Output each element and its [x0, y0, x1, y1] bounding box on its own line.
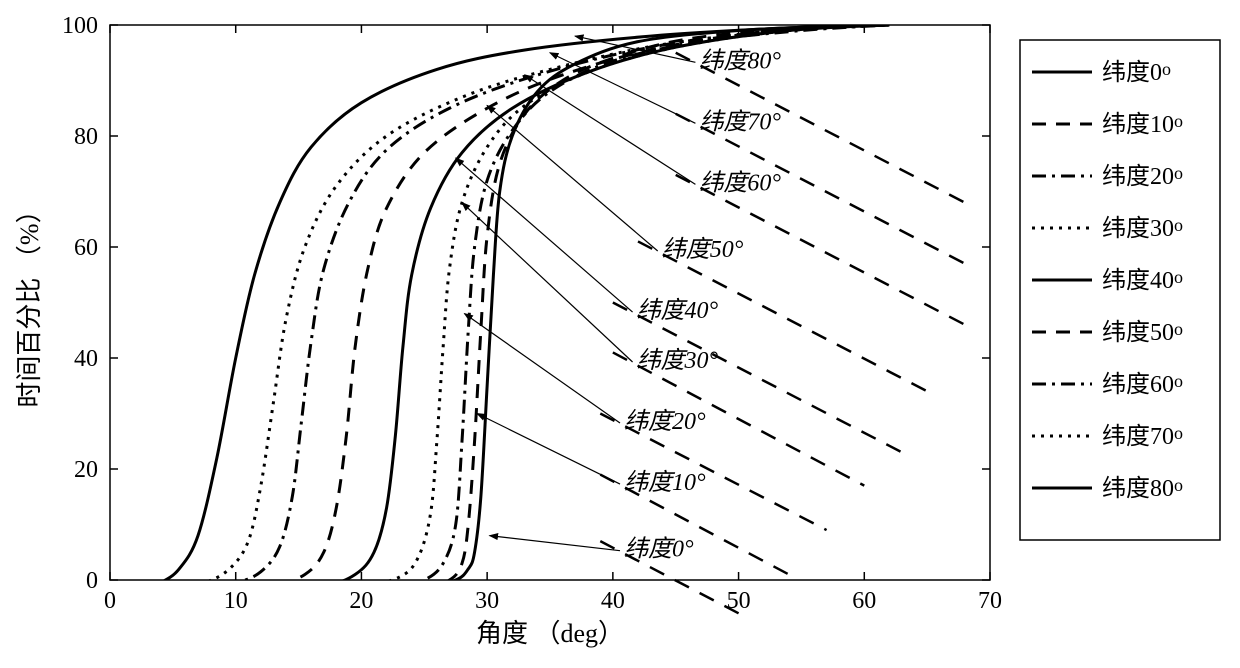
legend-label: 纬度80o — [1102, 475, 1183, 502]
annotation-label: 纬度20° — [624, 408, 706, 435]
annotation-arrow — [550, 53, 695, 124]
legend-label: 纬度10o — [1102, 111, 1183, 138]
annotation-arrow — [490, 536, 620, 551]
x-axis-label: 角度 （deg） — [476, 619, 624, 648]
annotations: 纬度80° 纬度70° 纬度60° 纬度50° 纬度40° 纬度30° 纬度20° 纬度10°… — [456, 36, 965, 613]
annotation-label: 纬度40° — [637, 297, 719, 324]
legend-label: 纬度70o — [1102, 423, 1183, 450]
annotation-label: 纬度50° — [662, 236, 744, 263]
y-tick-label: 40 — [74, 346, 98, 372]
annotation-label: 纬度30° — [637, 347, 719, 374]
x-tick-label: 20 — [349, 588, 373, 614]
legend-label: 纬度50o — [1102, 319, 1183, 346]
x-tick-label: 30 — [475, 588, 499, 614]
y-tick-label: 20 — [74, 457, 98, 483]
legend-label: 纬度30o — [1102, 215, 1183, 242]
legend-label: 纬度20o — [1102, 163, 1183, 190]
annotation-label: 纬度10° — [624, 469, 706, 496]
x-tick-label: 10 — [224, 588, 248, 614]
y-axis-label: 时间百分比 （%） — [15, 197, 44, 407]
annotation-arrow — [477, 414, 620, 485]
annotation-label: 纬度70° — [699, 108, 781, 135]
x-tick-label: 0 — [104, 588, 116, 614]
x-tick-label: 70 — [978, 588, 1002, 614]
legend-label: 纬度40o — [1102, 267, 1183, 294]
legend-label: 纬度60o — [1102, 371, 1183, 398]
annotation-arrow — [525, 75, 696, 184]
y-tick-label: 60 — [74, 235, 98, 261]
annotation-label: 纬度60° — [699, 169, 781, 196]
x-tick-label: 60 — [852, 588, 876, 614]
y-tick-label: 0 — [86, 568, 98, 594]
annotation-arrow — [462, 203, 633, 362]
annotation-label: 纬度0° — [624, 536, 694, 563]
annotation-arrow — [487, 105, 658, 251]
legend-label: 纬度0o — [1102, 59, 1171, 86]
legend: 纬度0o 纬度10o 纬度20o 纬度30o 纬度40o 纬度50o 纬度60o 纬度70o 纬… — [1020, 40, 1220, 540]
y-tick-label: 100 — [62, 13, 98, 39]
axes-box — [110, 25, 990, 580]
chart-canvas: 010203040506070020406080100 纬度80°纬度70°纬度… — [0, 0, 1240, 668]
y-tick-label: 80 — [74, 124, 98, 150]
x-tick-label: 40 — [601, 588, 625, 614]
annotation-label: 纬度80° — [699, 47, 781, 74]
